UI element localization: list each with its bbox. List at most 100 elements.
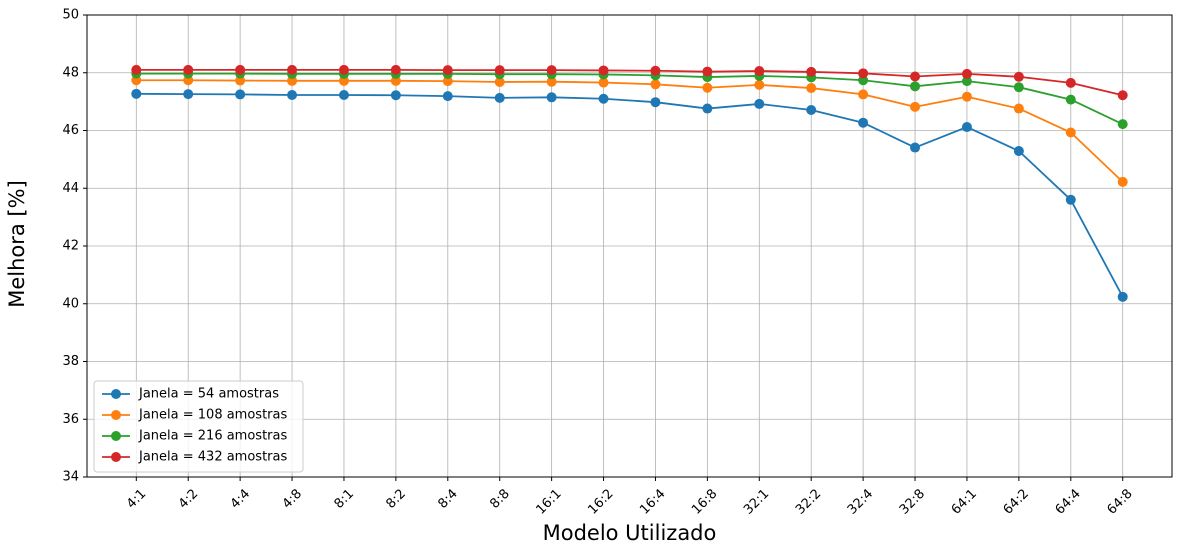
legend-swatch-marker (111, 431, 121, 441)
data-point (338, 89, 349, 100)
data-point (754, 79, 765, 90)
y-tick-label: 44 (62, 181, 79, 196)
data-point (1117, 90, 1128, 101)
x-tick-label: 16:2 (585, 486, 616, 517)
data-point (650, 65, 661, 76)
data-point (546, 76, 557, 87)
data-point (961, 68, 972, 79)
legend-label: Janela = 432 amostras (138, 450, 287, 465)
x-tick-label: 4:8 (280, 486, 305, 511)
legend-item: Janela = 216 amostras (102, 429, 287, 444)
legend-swatch-marker (111, 452, 121, 462)
data-point (650, 97, 661, 108)
data-point (494, 65, 505, 76)
series-group (131, 64, 1128, 302)
x-tick-label: 4:1 (124, 486, 149, 511)
data-point (183, 89, 194, 100)
data-point (287, 75, 298, 86)
series-line (136, 68, 1123, 97)
legend: Janela = 54 amostras Janela = 108 amostra… (93, 380, 304, 473)
data-point (598, 65, 609, 76)
data-point (910, 142, 921, 153)
data-point (131, 64, 142, 75)
x-tick-label: 64:8 (1104, 486, 1135, 517)
data-point (702, 66, 713, 77)
x-tick-label: 32:8 (897, 486, 928, 517)
y-axis-title: Melhora [%] (5, 180, 29, 308)
y-tick-label: 36 (62, 412, 79, 427)
data-point (910, 81, 921, 92)
data-point (1117, 291, 1128, 302)
y-tick-label: 38 (62, 354, 79, 369)
data-point (442, 76, 453, 87)
data-point (287, 89, 298, 100)
x-tick-label: 8:2 (384, 486, 409, 511)
x-tick-label: 4:2 (176, 486, 201, 511)
data-point (858, 68, 869, 79)
data-point (1065, 77, 1076, 88)
data-point (858, 117, 869, 128)
data-point (183, 64, 194, 75)
data-point (806, 83, 817, 94)
legend-swatch-marker (111, 410, 121, 420)
x-tick-label: 64:4 (1053, 486, 1084, 517)
series-line (136, 92, 1124, 298)
x-tick-label: 32:2 (793, 486, 824, 517)
x-tick-label: 32:1 (741, 486, 772, 517)
series-2 (131, 75, 1128, 187)
x-axis-ticks: 4:1 4:2 4:4 4:8 8:1 8:2 8:4 8:8 16:1 16:2 16:4 16:8… (124, 477, 1136, 518)
data-point (754, 98, 765, 109)
data-point (338, 75, 349, 86)
x-tick-label: 64:2 (1001, 486, 1032, 517)
legend-label: Janela = 108 amostras (138, 408, 287, 423)
legend-item: Janela = 432 amostras (102, 450, 287, 465)
data-point (235, 64, 246, 75)
data-point (806, 66, 817, 77)
data-point (910, 101, 921, 112)
x-tick-label: 16:4 (637, 486, 668, 517)
data-point (131, 88, 142, 99)
data-point (1117, 119, 1128, 130)
legend-label: Janela = 216 amostras (138, 429, 287, 444)
x-tick-label: 64:1 (949, 486, 980, 517)
y-tick-label: 42 (62, 239, 79, 254)
x-tick-label: 16:8 (689, 486, 720, 517)
data-point (546, 92, 557, 103)
x-tick-label: 8:8 (487, 486, 512, 511)
data-point (442, 91, 453, 102)
legend-box (93, 380, 304, 473)
series-1 (131, 88, 1128, 302)
data-point (235, 89, 246, 100)
data-point (1065, 194, 1076, 205)
data-point (338, 64, 349, 75)
data-point (1013, 103, 1024, 114)
data-point (961, 76, 972, 87)
legend-swatch-marker (111, 389, 121, 399)
x-tick-label: 8:1 (332, 486, 357, 511)
data-point (702, 82, 713, 93)
series-4 (131, 64, 1128, 101)
data-point (1013, 71, 1024, 82)
y-tick-label: 40 (62, 296, 79, 311)
series-line (136, 72, 1124, 125)
legend-item: Janela = 108 amostras (102, 408, 287, 423)
data-point (1065, 94, 1076, 105)
y-tick-label: 46 (62, 123, 79, 138)
data-point (287, 64, 298, 75)
data-point (442, 65, 453, 76)
x-tick-label: 4:4 (228, 486, 253, 511)
series-line (136, 79, 1124, 183)
x-tick-label: 8:4 (435, 486, 460, 511)
data-point (910, 71, 921, 82)
data-point (1013, 82, 1024, 93)
data-point (1117, 176, 1128, 187)
legend-item: Janela = 54 amostras (102, 387, 279, 402)
data-point (806, 104, 817, 115)
data-point (235, 75, 246, 86)
data-point (390, 64, 401, 75)
data-point (390, 75, 401, 86)
data-point (494, 92, 505, 103)
data-point (390, 90, 401, 101)
data-point (598, 77, 609, 88)
